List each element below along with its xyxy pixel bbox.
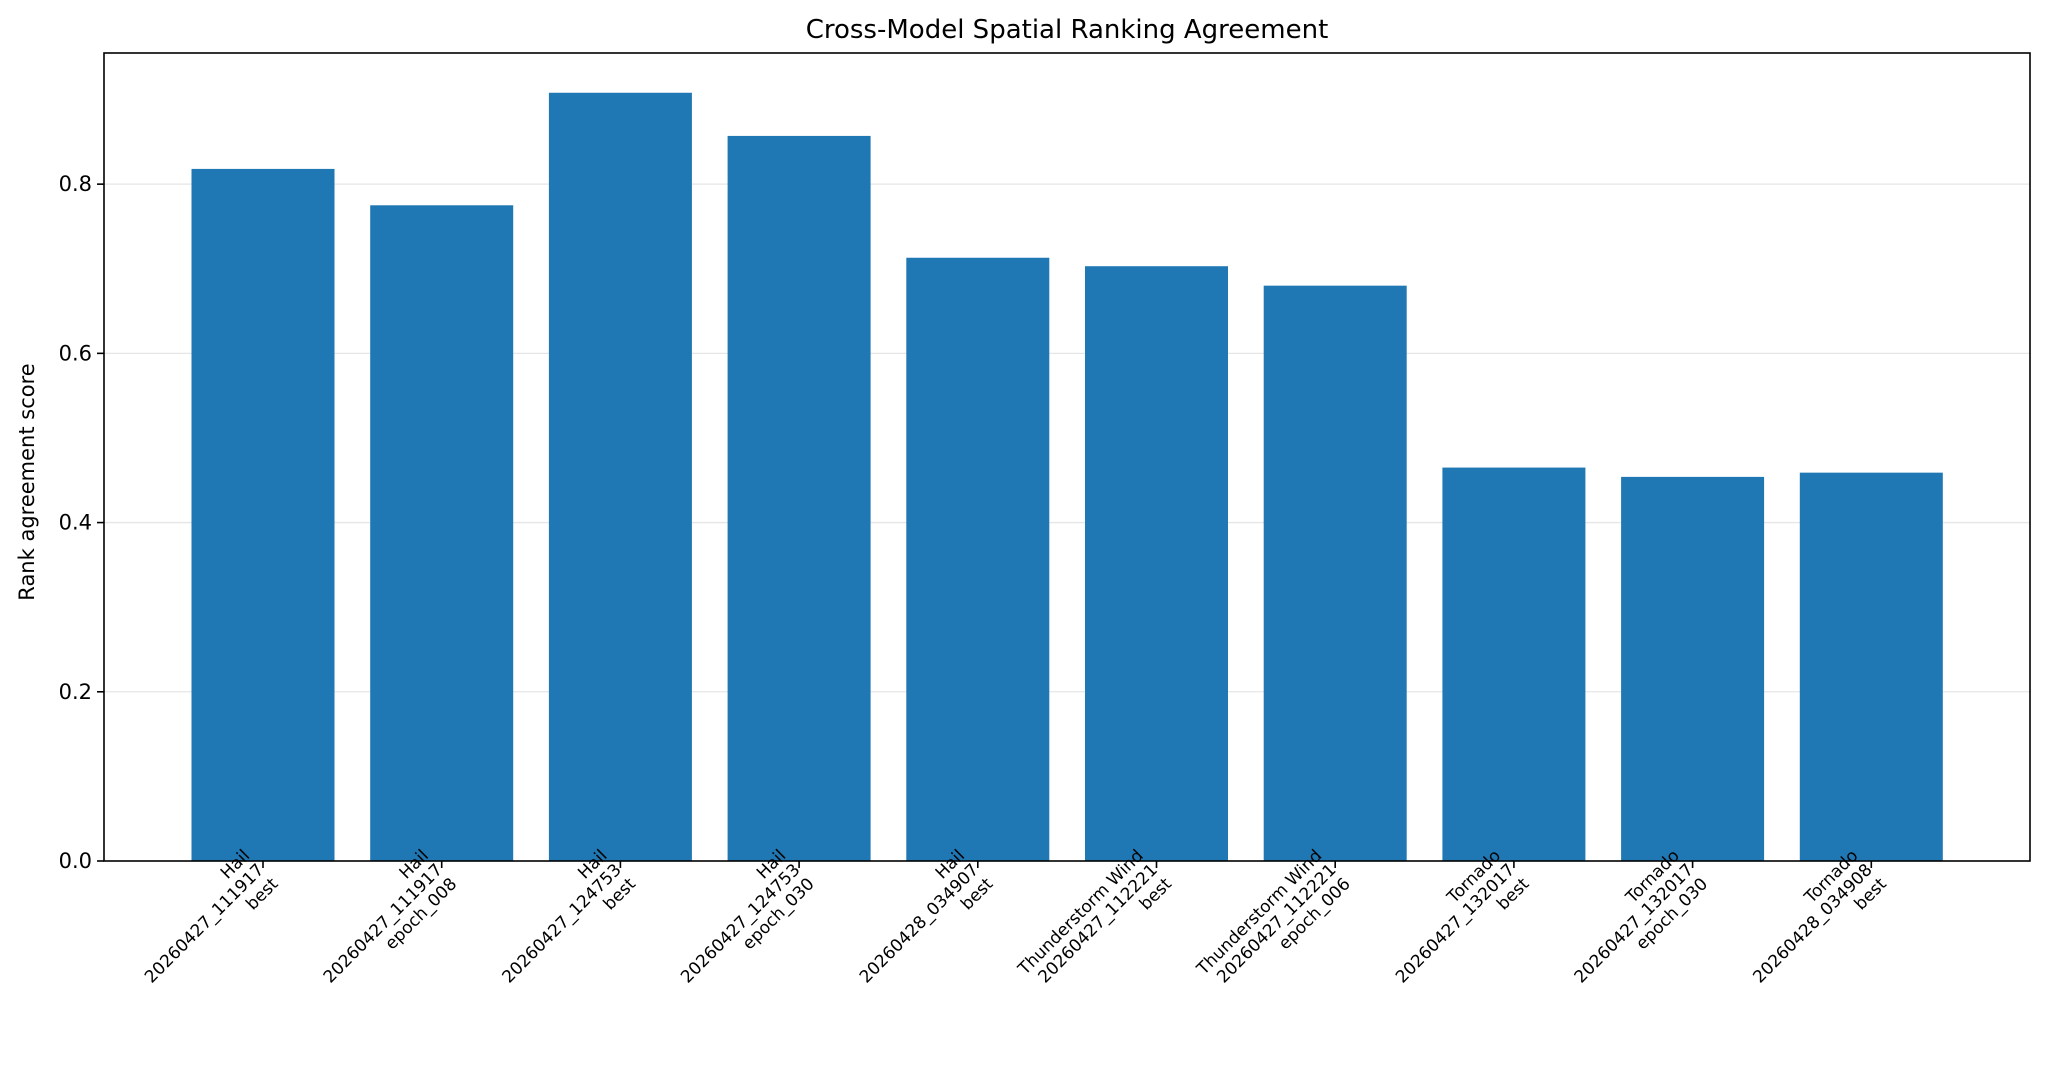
bar (1263, 285, 1407, 861)
x-tick-label: Thunderstorm Wind20260427_112221epoch_00… (1193, 846, 1355, 987)
y-axis-label: Rank agreement score (15, 363, 39, 600)
x-tick-label-line: 20260427_124753 (498, 860, 625, 987)
x-tick-label-line: 20260427_111917 (320, 860, 447, 987)
plot-area-frame (103, 52, 2031, 862)
bar (370, 205, 514, 861)
x-tick-label-line: 20260428_034907 (856, 860, 983, 987)
bar (906, 257, 1050, 861)
bar (727, 135, 871, 862)
x-tick-label-line: 20260427_132017 (1571, 860, 1698, 987)
chart-title: Cross-Model Spatial Ranking Agreement (806, 15, 1329, 45)
y-tick-label: 0.6 (59, 341, 92, 365)
x-tick-label-line: 20260427_124753 (677, 860, 804, 987)
x-tick-label-line: 20260428_034908 (1749, 860, 1876, 987)
y-tick-label: 0.0 (59, 849, 92, 873)
y-tick-label: 0.4 (59, 511, 92, 535)
bar (1799, 472, 1943, 861)
x-tick-label-line: Thunderstorm Wind (1014, 846, 1148, 980)
y-axis-ticks: 0.0 0.2 0.4 0.6 0.8 (59, 172, 104, 873)
bar (191, 168, 335, 861)
x-tick-label-line: 20260427_112221 (1035, 860, 1162, 987)
y-tick-label: 0.8 (59, 172, 92, 196)
bar (548, 92, 692, 861)
x-tick-label-line: 20260427_112221 (1213, 860, 1340, 987)
bar (1085, 266, 1228, 862)
x-tick-label-line: 20260427_111917 (141, 860, 268, 987)
y-tick-label: 0.2 (59, 680, 92, 704)
x-tick-label-line: 20260427_132017 (1392, 860, 1519, 987)
bar (1621, 476, 1765, 861)
bars (191, 92, 1943, 862)
bar (1442, 467, 1586, 861)
